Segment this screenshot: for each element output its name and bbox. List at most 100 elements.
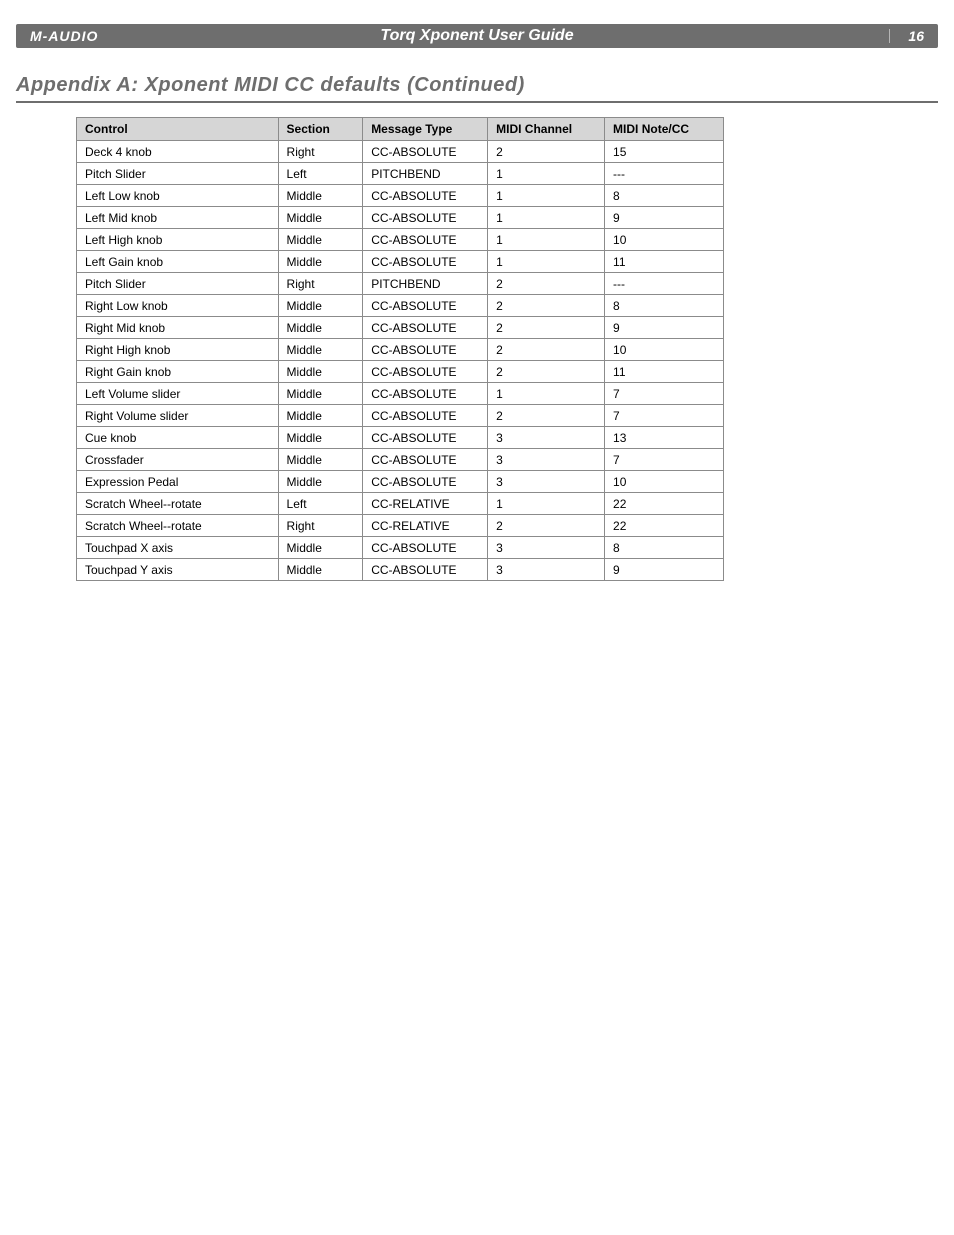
table-row: Cue knobMiddleCC-ABSOLUTE313 — [77, 427, 724, 449]
cell-channel: 1 — [488, 229, 605, 251]
cell-section: Middle — [278, 471, 363, 493]
cell-channel: 1 — [488, 207, 605, 229]
cell-control: Left Volume slider — [77, 383, 279, 405]
col-header-message-type: Message Type — [363, 118, 488, 141]
table-row: Left Volume sliderMiddleCC-ABSOLUTE17 — [77, 383, 724, 405]
cell-note: 11 — [605, 251, 724, 273]
cell-control: Crossfader — [77, 449, 279, 471]
cell-msg: CC-ABSOLUTE — [363, 405, 488, 427]
cell-control: Deck 4 knob — [77, 141, 279, 163]
cell-section: Middle — [278, 405, 363, 427]
cell-section: Middle — [278, 339, 363, 361]
cell-control: Expression Pedal — [77, 471, 279, 493]
col-header-midi-note-cc: MIDI Note/CC — [605, 118, 724, 141]
midi-cc-table: Control Section Message Type MIDI Channe… — [76, 117, 724, 581]
cell-channel: 3 — [488, 537, 605, 559]
cell-channel: 2 — [488, 405, 605, 427]
cell-section: Middle — [278, 185, 363, 207]
cell-msg: PITCHBEND — [363, 163, 488, 185]
cell-note: 22 — [605, 515, 724, 537]
cell-msg: CC-ABSOLUTE — [363, 449, 488, 471]
cell-control: Left Gain knob — [77, 251, 279, 273]
col-header-midi-channel: MIDI Channel — [488, 118, 605, 141]
cell-msg: CC-ABSOLUTE — [363, 537, 488, 559]
cell-note: 8 — [605, 295, 724, 317]
table-row: Pitch SliderRightPITCHBEND2--- — [77, 273, 724, 295]
cell-note: 9 — [605, 559, 724, 581]
cell-msg: CC-RELATIVE — [363, 493, 488, 515]
cell-note: 10 — [605, 471, 724, 493]
cell-msg: CC-ABSOLUTE — [363, 141, 488, 163]
table-row: Left Mid knobMiddleCC-ABSOLUTE19 — [77, 207, 724, 229]
cell-note: 7 — [605, 449, 724, 471]
cell-section: Middle — [278, 295, 363, 317]
cell-control: Right Mid knob — [77, 317, 279, 339]
cell-control: Right Volume slider — [77, 405, 279, 427]
cell-channel: 3 — [488, 471, 605, 493]
cell-channel: 1 — [488, 163, 605, 185]
cell-section: Middle — [278, 383, 363, 405]
cell-control: Touchpad Y axis — [77, 559, 279, 581]
cell-control: Scratch Wheel--rotate — [77, 515, 279, 537]
cell-note: --- — [605, 163, 724, 185]
cell-note: 7 — [605, 405, 724, 427]
cell-section: Middle — [278, 251, 363, 273]
table-row: Pitch SliderLeftPITCHBEND1--- — [77, 163, 724, 185]
cell-note: 8 — [605, 185, 724, 207]
cell-channel: 2 — [488, 295, 605, 317]
col-header-section: Section — [278, 118, 363, 141]
cell-control: Left Mid knob — [77, 207, 279, 229]
cell-msg: CC-ABSOLUTE — [363, 383, 488, 405]
page-number-area: 16 — [889, 28, 938, 44]
cell-control: Right High knob — [77, 339, 279, 361]
cell-note: 8 — [605, 537, 724, 559]
table-row: Scratch Wheel--rotateRightCC-RELATIVE222 — [77, 515, 724, 537]
cell-msg: CC-ABSOLUTE — [363, 317, 488, 339]
cell-section: Left — [278, 493, 363, 515]
cell-note: 11 — [605, 361, 724, 383]
header-bar: M-AUDIO Torq Xponent User Guide 16 — [16, 24, 938, 48]
cell-section: Right — [278, 273, 363, 295]
cell-section: Right — [278, 141, 363, 163]
cell-msg: CC-ABSOLUTE — [363, 295, 488, 317]
table-row: Left High knobMiddleCC-ABSOLUTE110 — [77, 229, 724, 251]
cell-section: Middle — [278, 361, 363, 383]
cell-section: Middle — [278, 317, 363, 339]
cell-channel: 1 — [488, 251, 605, 273]
cell-section: Middle — [278, 229, 363, 251]
cell-msg: CC-ABSOLUTE — [363, 339, 488, 361]
cell-note: 13 — [605, 427, 724, 449]
table-row: Right High knobMiddleCC-ABSOLUTE210 — [77, 339, 724, 361]
cell-msg: CC-ABSOLUTE — [363, 185, 488, 207]
cell-control: Right Gain knob — [77, 361, 279, 383]
cell-channel: 1 — [488, 493, 605, 515]
cell-msg: CC-ABSOLUTE — [363, 559, 488, 581]
page-number-separator — [889, 29, 890, 43]
brand-label: M-AUDIO — [16, 28, 98, 44]
cell-channel: 1 — [488, 185, 605, 207]
cell-note: 9 — [605, 317, 724, 339]
cell-section: Middle — [278, 559, 363, 581]
cell-msg: CC-ABSOLUTE — [363, 207, 488, 229]
cell-control: Scratch Wheel--rotate — [77, 493, 279, 515]
table-row: Expression PedalMiddleCC-ABSOLUTE310 — [77, 471, 724, 493]
cell-control: Left Low knob — [77, 185, 279, 207]
cell-channel: 2 — [488, 317, 605, 339]
table-row: CrossfaderMiddleCC-ABSOLUTE37 — [77, 449, 724, 471]
cell-channel: 2 — [488, 273, 605, 295]
cell-control: Touchpad X axis — [77, 537, 279, 559]
cell-channel: 2 — [488, 361, 605, 383]
table-row: Deck 4 knobRightCC-ABSOLUTE215 — [77, 141, 724, 163]
section-title: Appendix A: Xponent MIDI CC defaults (Co… — [16, 74, 938, 103]
cell-channel: 3 — [488, 449, 605, 471]
cell-note: 15 — [605, 141, 724, 163]
col-header-control: Control — [77, 118, 279, 141]
cell-control: Pitch Slider — [77, 163, 279, 185]
table-body: Deck 4 knobRightCC-ABSOLUTE215Pitch Slid… — [77, 141, 724, 581]
cell-section: Middle — [278, 427, 363, 449]
table-row: Scratch Wheel--rotateLeftCC-RELATIVE122 — [77, 493, 724, 515]
table-row: Right Gain knobMiddleCC-ABSOLUTE211 — [77, 361, 724, 383]
cell-channel: 3 — [488, 559, 605, 581]
cell-section: Middle — [278, 449, 363, 471]
cell-msg: CC-RELATIVE — [363, 515, 488, 537]
